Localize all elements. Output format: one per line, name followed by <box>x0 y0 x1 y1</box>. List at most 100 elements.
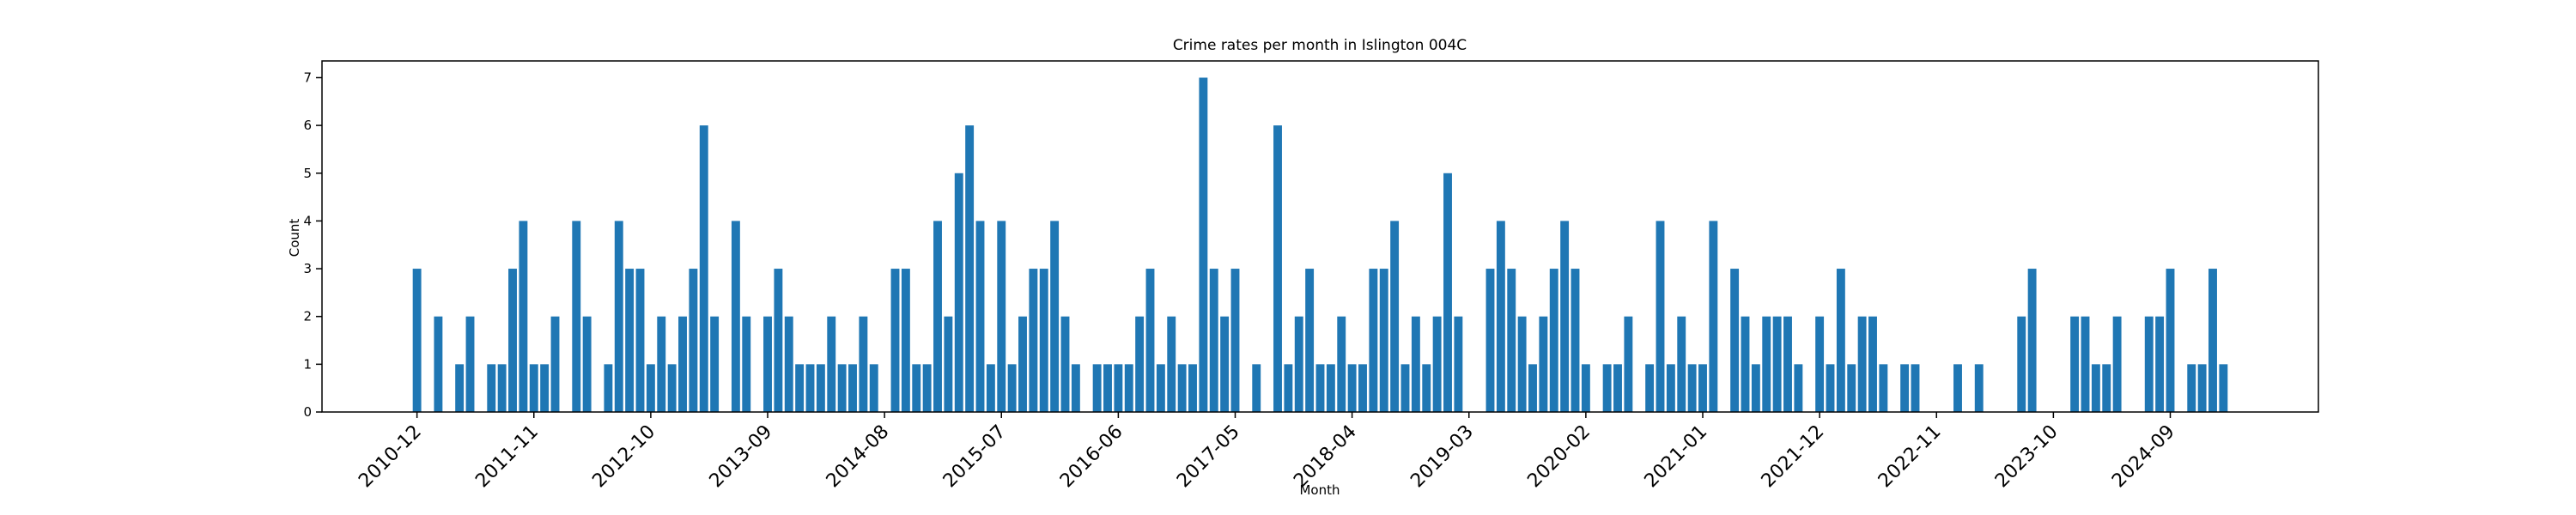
bar <box>816 364 825 412</box>
bar <box>710 316 720 412</box>
bar <box>1305 269 1315 412</box>
bar <box>1337 316 1346 412</box>
bar <box>1167 316 1176 412</box>
bar <box>1443 173 1452 412</box>
bar <box>2208 269 2217 412</box>
bar <box>1252 364 1261 412</box>
bar <box>1400 364 1410 412</box>
y-tick-label: 4 <box>303 213 312 228</box>
bar <box>1454 316 1463 412</box>
bar <box>1018 316 1027 412</box>
bar <box>1432 316 1442 412</box>
bar <box>869 364 878 412</box>
y-tick-label: 2 <box>303 309 312 324</box>
bar <box>2091 364 2100 412</box>
bar <box>933 221 942 412</box>
bar <box>965 125 975 413</box>
bar <box>1900 364 1910 412</box>
bar <box>1698 364 1707 412</box>
bar <box>1613 364 1622 412</box>
bar <box>763 316 772 412</box>
bar <box>805 364 815 412</box>
bar <box>1114 364 1123 412</box>
bar <box>1517 316 1527 412</box>
bar <box>604 364 613 412</box>
y-tick-label: 3 <box>303 261 312 276</box>
bar <box>1496 221 1505 412</box>
bar <box>774 269 783 412</box>
bar <box>434 316 443 412</box>
bar <box>901 269 910 412</box>
x-axis-label: Month <box>1299 482 1340 498</box>
bar <box>795 364 805 412</box>
bar <box>1199 77 1208 412</box>
bar <box>944 316 953 412</box>
bar <box>2219 364 2228 412</box>
bar <box>1730 269 1740 412</box>
bar <box>1039 269 1048 412</box>
bar <box>1549 269 1558 412</box>
y-tick-label: 5 <box>303 166 312 181</box>
bar <box>667 364 677 412</box>
bar <box>1741 316 1750 412</box>
bar <box>1230 269 1240 412</box>
bar <box>2155 316 2165 412</box>
y-tick-label: 1 <box>303 356 312 372</box>
bar <box>912 364 921 412</box>
bar <box>508 269 517 412</box>
bar <box>837 364 847 412</box>
y-tick-label: 7 <box>303 70 312 85</box>
bar <box>1156 364 1165 412</box>
bar <box>487 364 496 412</box>
bar <box>1209 269 1218 412</box>
bar <box>1485 269 1495 412</box>
bar <box>2027 269 2037 412</box>
bar <box>1571 269 1580 412</box>
bar <box>1422 364 1431 412</box>
bar <box>1794 364 1803 412</box>
bar <box>572 221 581 412</box>
bar <box>1135 316 1145 412</box>
bar <box>1528 364 1537 412</box>
bar <box>1379 269 1388 412</box>
bar <box>1411 316 1420 412</box>
bar <box>1762 316 1771 412</box>
bar <box>1772 316 1782 412</box>
bar <box>2102 364 2111 412</box>
y-tick-label: 6 <box>303 118 312 133</box>
bar <box>1220 316 1230 412</box>
bar <box>519 221 528 412</box>
bar <box>2081 316 2090 412</box>
bar <box>827 316 836 412</box>
bar <box>1188 364 1197 412</box>
bar <box>550 316 560 412</box>
bar <box>1783 316 1792 412</box>
bar <box>635 269 645 412</box>
bar <box>1071 364 1080 412</box>
bar <box>986 364 995 412</box>
bar <box>2166 269 2175 412</box>
bar <box>1284 364 1293 412</box>
chart-title: Crime rates per month in Islington 004C <box>1173 37 1467 54</box>
bar <box>1879 364 1888 412</box>
bar <box>742 316 751 412</box>
bar <box>1029 269 1038 412</box>
bar <box>689 269 698 412</box>
bar <box>954 173 963 412</box>
bar <box>1369 269 1378 412</box>
bar <box>678 316 687 412</box>
bar <box>646 364 655 412</box>
bar <box>1751 364 1760 412</box>
bar <box>1656 221 1665 412</box>
bar <box>1326 364 1335 412</box>
bar <box>1124 364 1133 412</box>
bar <box>1007 364 1017 412</box>
bar <box>859 316 868 412</box>
bar <box>1687 364 1697 412</box>
bar <box>2144 316 2154 412</box>
bar <box>975 221 985 412</box>
bar <box>1315 364 1325 412</box>
